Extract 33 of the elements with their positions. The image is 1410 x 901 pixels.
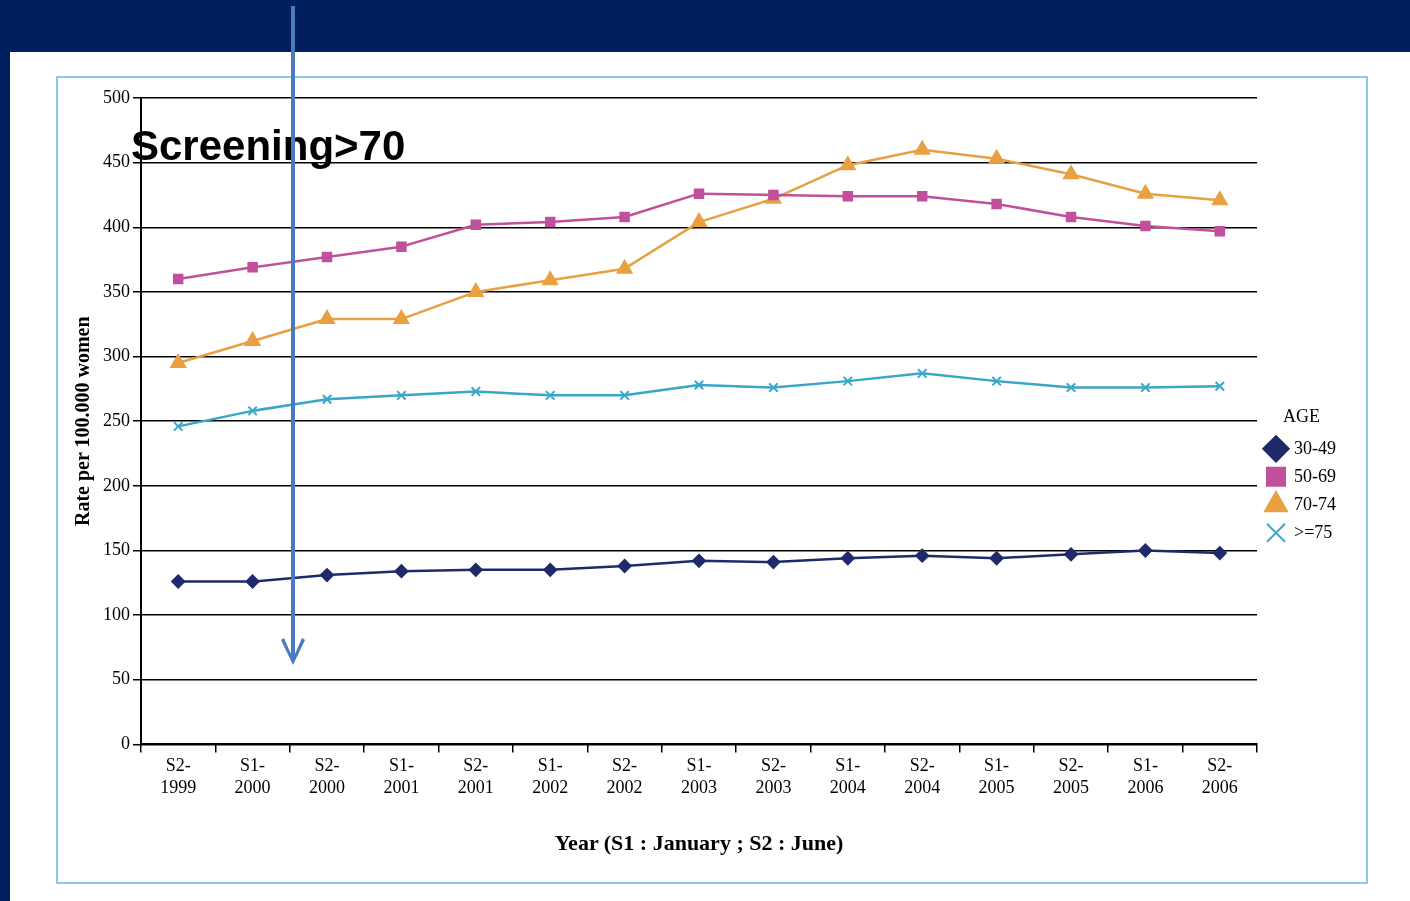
legend-label: 70-74 — [1294, 493, 1337, 514]
x-tick-label: S2-2005 — [1053, 754, 1089, 797]
legend-label: 30-49 — [1294, 437, 1337, 458]
x-tick-label: S1-2005 — [978, 754, 1015, 797]
x-tick-label: S2-2004 — [904, 754, 941, 797]
x-tick-label: S1-2000 — [234, 754, 271, 797]
x-tick-label: S2-1999 — [160, 754, 197, 797]
y-axis-title: Rate per 100.000 women — [71, 316, 95, 526]
x-tick-label: S2-2001 — [457, 754, 494, 797]
x-tick-label: S1-2003 — [681, 754, 717, 797]
x-tick-label: S2-2006 — [1201, 754, 1238, 797]
x-tick-label: S1-2006 — [1127, 754, 1164, 797]
x-tick-label: S2-2003 — [755, 754, 792, 797]
y-tick-label: 0 — [121, 733, 130, 754]
y-tick-label: 350 — [103, 280, 130, 301]
x-tick-label: S1-2004 — [829, 754, 866, 797]
y-tick-label: 300 — [103, 345, 130, 366]
y-tick-label: 450 — [103, 151, 130, 172]
y-tick-label: 250 — [103, 409, 130, 430]
x-tick-label: S2-2002 — [606, 754, 643, 797]
y-tick-label: 400 — [103, 216, 130, 237]
y-tick-label: 100 — [103, 603, 130, 624]
legend-label: 50-69 — [1294, 465, 1337, 486]
legend-label: >=75 — [1294, 521, 1333, 542]
y-tick-label: 200 — [103, 474, 130, 495]
x-tick-label: S2-2000 — [309, 754, 345, 797]
y-tick-label: 50 — [112, 668, 130, 689]
y-tick-label: 150 — [103, 539, 130, 560]
legend-title: AGE — [1283, 405, 1320, 426]
y-tick-label: 500 — [103, 86, 130, 107]
x-axis-title: Year (S1 : January ; S2 : June) — [554, 830, 844, 856]
x-tick-label: S1-2001 — [383, 754, 420, 797]
x-tick-label: S1-2002 — [532, 754, 569, 797]
